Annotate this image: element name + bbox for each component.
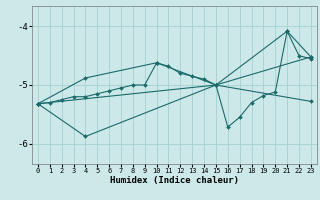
X-axis label: Humidex (Indice chaleur): Humidex (Indice chaleur)	[110, 176, 239, 185]
